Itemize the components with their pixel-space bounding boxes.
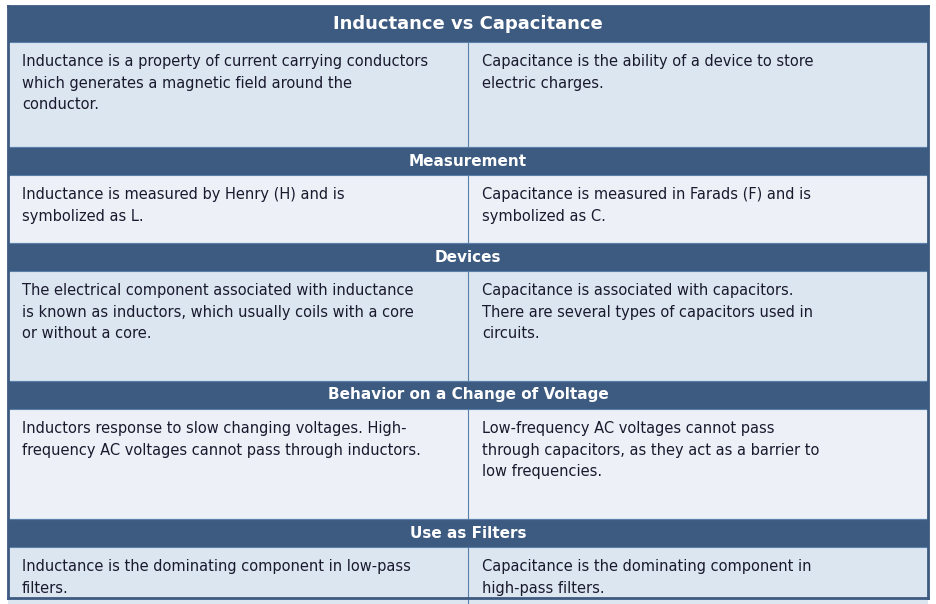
Text: Behavior on a Change of Voltage: Behavior on a Change of Voltage [328, 388, 608, 402]
Text: Low-frequency AC voltages cannot pass
through capacitors, as they act as a barri: Low-frequency AC voltages cannot pass th… [482, 421, 819, 479]
Bar [468, 547, 928, 604]
Bar [8, 175, 468, 243]
Text: Capacitance is the dominating component in
high-pass filters.: Capacitance is the dominating component … [482, 559, 812, 596]
Text: Use as Filters: Use as Filters [410, 525, 526, 541]
Text: Inductance is a property of current carrying conductors
which generates a magnet: Inductance is a property of current carr… [22, 54, 428, 112]
Bar [8, 243, 928, 271]
Bar [468, 42, 928, 147]
Text: Capacitance is associated with capacitors.
There are several types of capacitors: Capacitance is associated with capacitor… [482, 283, 813, 341]
Bar [468, 409, 928, 519]
Text: Inductors response to slow changing voltages. High-
frequency AC voltages cannot: Inductors response to slow changing volt… [22, 421, 421, 458]
Text: Capacitance is measured in Farads (F) and is
symbolized as C.: Capacitance is measured in Farads (F) an… [482, 187, 811, 223]
Bar [8, 409, 468, 519]
Bar [8, 147, 928, 175]
Text: Devices: Devices [434, 249, 502, 265]
Text: Inductance is measured by Henry (H) and is
symbolized as L.: Inductance is measured by Henry (H) and … [22, 187, 344, 223]
Text: Capacitance is the ability of a device to store
electric charges.: Capacitance is the ability of a device t… [482, 54, 813, 91]
Bar [8, 381, 928, 409]
Text: The electrical component associated with inductance
is known as inductors, which: The electrical component associated with… [22, 283, 414, 341]
Text: Inductance vs Capacitance: Inductance vs Capacitance [333, 15, 603, 33]
Bar [8, 42, 468, 147]
Bar [8, 6, 928, 42]
Text: Measurement: Measurement [409, 153, 527, 169]
Bar [8, 519, 928, 547]
Bar [468, 271, 928, 381]
Text: Inductance is the dominating component in low-pass
filters.: Inductance is the dominating component i… [22, 559, 411, 596]
Bar [8, 547, 468, 604]
Bar [8, 271, 468, 381]
Bar [468, 175, 928, 243]
